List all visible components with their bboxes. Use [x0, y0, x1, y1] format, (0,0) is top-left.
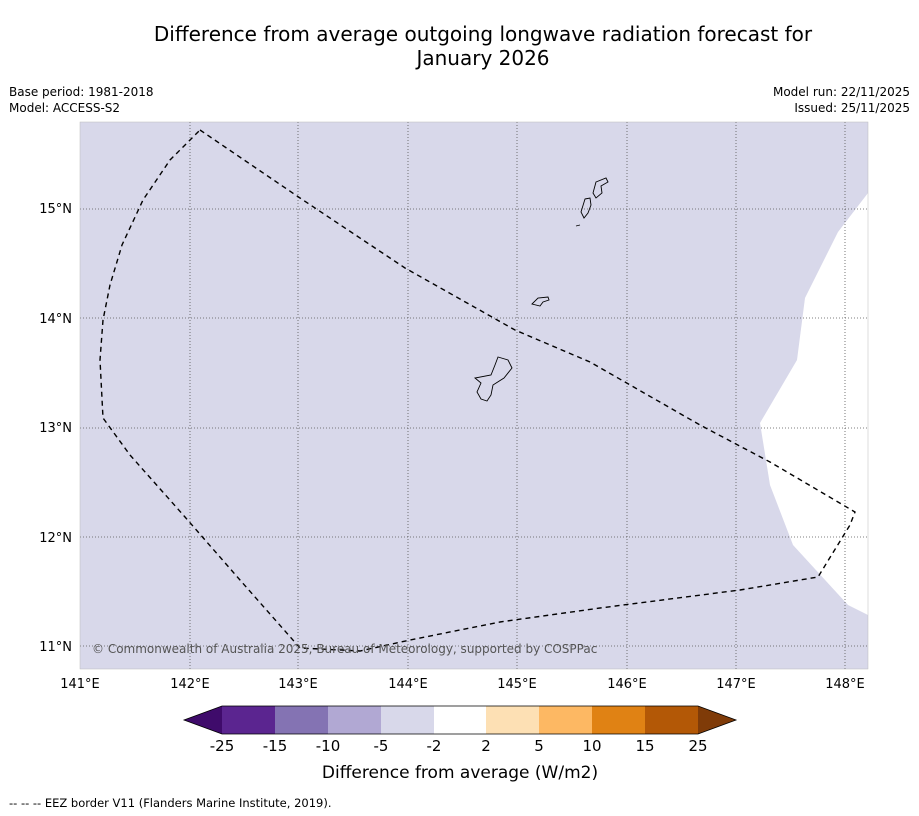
- lon-label: 141°E: [60, 677, 100, 692]
- colorbar-segment: [486, 706, 539, 734]
- eez-legend-note: -- -- -- EEZ border V11 (Flanders Marine…: [9, 796, 332, 810]
- map-title: Difference from average outgoing longwav…: [0, 22, 919, 70]
- base-period: Base period: 1981-2018: [9, 85, 154, 99]
- colorbar-ticks: -25 -15 -10 -5 -2 2 5 10 15 25: [210, 737, 708, 755]
- run-info: Model run: 22/11/2025 Issued: 25/11/2025: [773, 84, 910, 116]
- longitude-labels: 141°E 142°E 143°E 144°E 145°E 146°E 147°…: [60, 677, 865, 692]
- map-frame: [79, 121, 869, 670]
- colorbar-segment: [328, 706, 381, 734]
- colorbar-tick: -25: [210, 737, 235, 755]
- colorbar-segment: [539, 706, 592, 734]
- colorbar-segment: [645, 706, 698, 734]
- lon-label: 145°E: [497, 677, 537, 692]
- colorbar-label: Difference from average (W/m2): [322, 763, 598, 783]
- model-name: Model: ACCESS-S2: [9, 101, 121, 115]
- lon-label: 148°E: [825, 677, 865, 692]
- colorbar: [182, 705, 738, 735]
- island-guam: [473, 356, 513, 402]
- colorbar-segment: [434, 706, 486, 734]
- anomaly-field-purple: [80, 122, 868, 669]
- island-tinian: [580, 197, 592, 219]
- anomaly-field-neutral: [760, 122, 868, 615]
- colorbar-tick: -10: [316, 737, 341, 755]
- colorbar-segment: [275, 706, 328, 734]
- copyright-notice: © Commonwealth of Australia 2025, Bureau…: [92, 642, 597, 656]
- colorbar-extend-high: [698, 706, 736, 734]
- colorbar-tick: -15: [263, 737, 288, 755]
- islands: [473, 177, 609, 402]
- map-area: © Commonwealth of Australia 2025, Bureau…: [80, 122, 868, 669]
- title-line-1: Difference from average outgoing longwav…: [153, 22, 813, 46]
- island-rota: [531, 296, 550, 307]
- model-run: Model run: 22/11/2025: [772, 85, 910, 99]
- colorbar-tick: 10: [582, 737, 601, 755]
- title-line-2: January 2026: [416, 46, 550, 70]
- colorbar-tick: 25: [688, 737, 707, 755]
- lat-label: 11°N: [39, 640, 72, 655]
- lon-label: 144°E: [388, 677, 428, 692]
- island-aguijan: [575, 224, 581, 227]
- colorbar-segment: [222, 706, 275, 734]
- colorbar-outline: [182, 705, 738, 735]
- lat-label: 13°N: [39, 421, 72, 436]
- colorbar-extend-low: [184, 706, 222, 734]
- graticule: [80, 122, 868, 669]
- colorbar-tick: -5: [374, 737, 389, 755]
- model-info: Base period: 1981-2018 Model: ACCESS-S2: [9, 84, 154, 116]
- colorbar-tick: 2: [481, 737, 491, 755]
- colorbar-tick: -2: [427, 737, 442, 755]
- colorbar-tick: 15: [635, 737, 654, 755]
- colorbar-tick: 5: [534, 737, 544, 755]
- colorbar-segment: [381, 706, 434, 734]
- island-saipan: [592, 177, 609, 199]
- lat-label: 15°N: [39, 202, 72, 217]
- lon-label: 146°E: [607, 677, 647, 692]
- latitude-labels: 15°N 14°N 13°N 12°N 11°N: [39, 202, 72, 655]
- lat-label: 12°N: [39, 531, 72, 546]
- eez-border: [99, 129, 856, 652]
- issued-date: Issued: 25/11/2025: [794, 101, 910, 115]
- lon-label: 147°E: [716, 677, 756, 692]
- lat-label: 14°N: [39, 312, 72, 327]
- lon-label: 143°E: [278, 677, 318, 692]
- colorbar-segment: [592, 706, 645, 734]
- lon-label: 142°E: [170, 677, 210, 692]
